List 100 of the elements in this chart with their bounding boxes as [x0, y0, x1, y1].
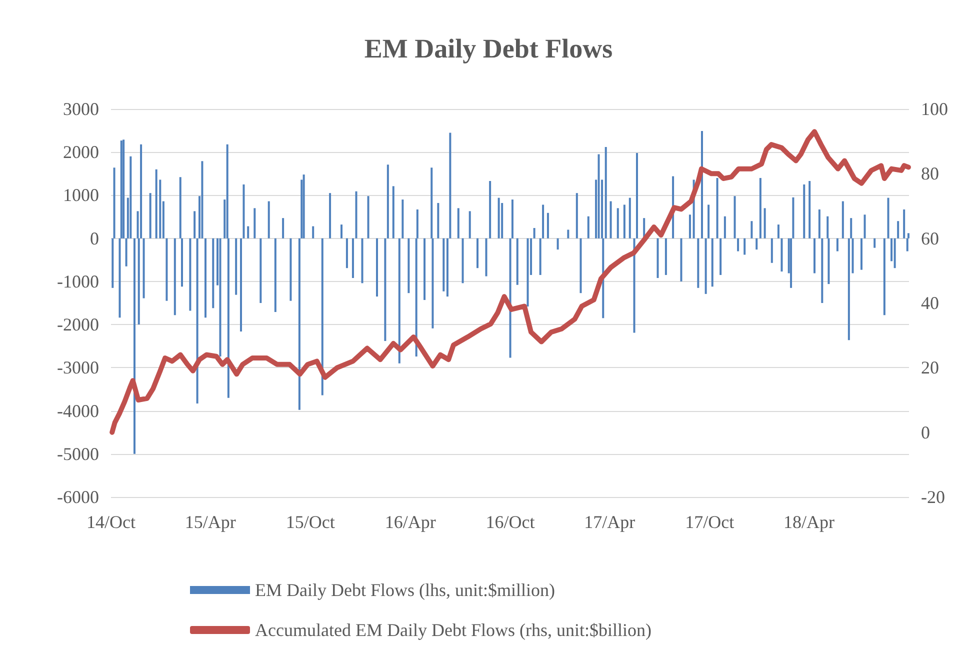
- bar: [174, 238, 176, 316]
- bar: [790, 238, 792, 288]
- y2-tick-label: 80: [921, 164, 939, 184]
- bar: [346, 238, 348, 268]
- bar: [598, 154, 600, 238]
- bar: [580, 238, 582, 294]
- bar: [688, 214, 691, 238]
- bar: [633, 238, 636, 333]
- bar: [133, 238, 136, 454]
- bar: [442, 238, 445, 292]
- bar: [587, 216, 590, 238]
- bar: [485, 238, 488, 276]
- bar: [468, 211, 471, 238]
- bar: [235, 238, 238, 295]
- bar: [302, 174, 305, 238]
- bar: [803, 184, 806, 238]
- bar: [142, 238, 145, 298]
- bar: [539, 238, 542, 275]
- y-tick-label: 3000: [63, 99, 99, 119]
- bar: [361, 238, 364, 284]
- bar: [628, 198, 631, 238]
- bar: [449, 132, 452, 238]
- bar: [704, 238, 707, 294]
- bar: [242, 184, 245, 238]
- bar: [680, 238, 682, 282]
- bar: [247, 226, 250, 238]
- bar: [298, 238, 300, 410]
- bar: [355, 191, 358, 238]
- bar: [903, 209, 906, 238]
- bar: [610, 201, 612, 238]
- x-tick-label: 15/Apr: [184, 512, 236, 532]
- bar: [113, 168, 116, 238]
- bar: [576, 193, 578, 238]
- bar: [700, 130, 703, 238]
- bar: [777, 224, 780, 238]
- y-tick-label: 1000: [63, 185, 99, 206]
- legend-label: EM Daily Debt Flows (lhs, unit:$million): [255, 580, 556, 600]
- bar: [516, 238, 518, 285]
- bar: [120, 140, 122, 238]
- bar: [240, 238, 242, 332]
- y-tick-label: -3000: [57, 358, 99, 378]
- bar: [744, 238, 746, 255]
- bar: [759, 178, 762, 238]
- bar: [140, 144, 142, 238]
- bar: [402, 200, 404, 238]
- bar: [367, 196, 370, 238]
- bar: [254, 208, 256, 238]
- bar: [340, 224, 342, 238]
- bar: [462, 238, 464, 284]
- bar: [737, 238, 740, 252]
- y2-tick-label: 60: [921, 228, 939, 248]
- bar: [457, 208, 460, 238]
- y2-tick-label: 20: [921, 358, 939, 378]
- bar: [204, 238, 206, 318]
- bar: [321, 238, 324, 396]
- y-tick-label: 2000: [63, 142, 99, 162]
- bar: [842, 201, 844, 238]
- chart-title: EM Daily Debt Flows: [364, 34, 613, 64]
- bar: [196, 238, 198, 404]
- bar: [122, 140, 125, 238]
- y2-tick-label: 40: [921, 293, 939, 313]
- bar: [792, 197, 794, 238]
- bar: [623, 204, 626, 238]
- bar: [724, 216, 726, 238]
- bar: [780, 238, 783, 272]
- bar: [376, 238, 378, 297]
- bar: [511, 200, 514, 238]
- bar: [808, 180, 811, 238]
- bar: [894, 238, 896, 268]
- x-tick-label: 14/Oct: [86, 512, 136, 532]
- bar: [897, 221, 900, 238]
- legend-label: Accumulated EM Daily Debt Flows (rhs, unit:$billion): [255, 620, 652, 640]
- bar: [664, 238, 667, 275]
- bar: [268, 201, 270, 238]
- y-tick-label: -6000: [57, 487, 99, 507]
- bar: [542, 204, 544, 238]
- bar: [616, 208, 619, 238]
- x-tick-label: 16/Oct: [486, 512, 535, 532]
- bar: [887, 198, 890, 238]
- bar: [194, 211, 196, 238]
- bar: [604, 146, 607, 238]
- y-tick-label: -5000: [57, 444, 99, 464]
- bar: [821, 238, 824, 303]
- bar: [546, 212, 549, 238]
- bar: [756, 238, 758, 250]
- bar: [282, 218, 284, 238]
- bar: [764, 208, 766, 238]
- bar: [260, 238, 262, 303]
- bar: [864, 214, 866, 238]
- bar: [201, 161, 204, 238]
- x-tick-label: 18/Apr: [784, 512, 835, 532]
- bar: [720, 238, 722, 275]
- bar: [219, 238, 222, 356]
- bar: [770, 238, 773, 263]
- x-tick-label: 17/Oct: [685, 512, 734, 532]
- bar: [446, 238, 448, 297]
- bar: [290, 238, 292, 301]
- bar: [498, 198, 500, 238]
- bar: [386, 164, 389, 238]
- x-tick-label: 15/Oct: [286, 512, 335, 532]
